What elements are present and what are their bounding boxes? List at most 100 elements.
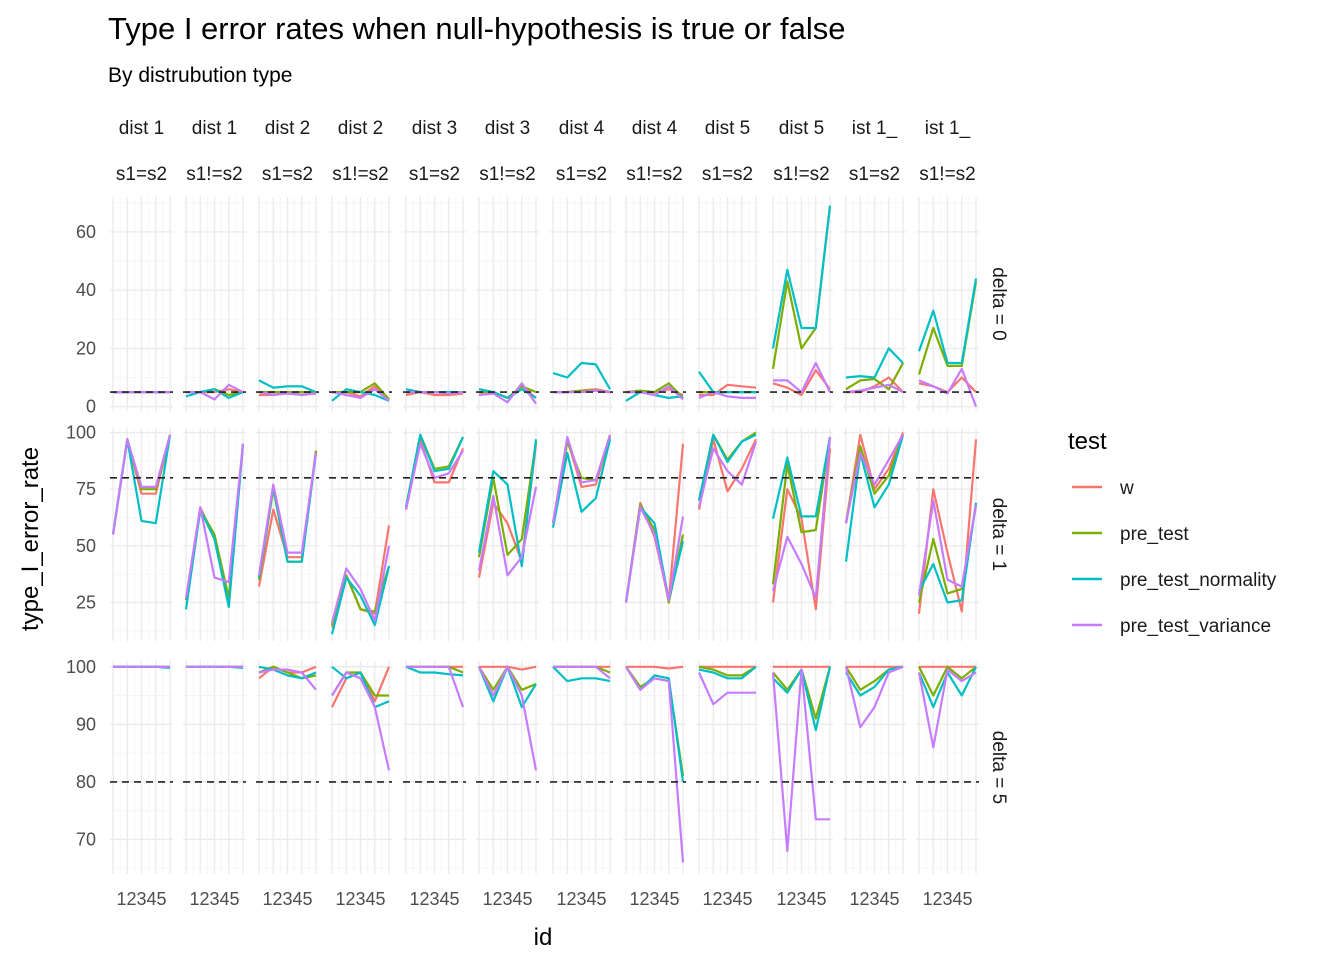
series-line-pre-test-normality [185, 388, 244, 399]
series-line-pre-test-variance [625, 666, 685, 863]
y-tick-label: 0 [86, 397, 96, 417]
y-tick-label: 60 [76, 222, 96, 242]
strip-variance-label: s1=s2 [409, 164, 460, 185]
column-strip: dist 5 s1!=s2 [773, 118, 830, 185]
facet-panel [476, 428, 539, 641]
strip-distribution-label: dist 3 [485, 118, 530, 139]
series-line-pre-test-normality [844, 434, 905, 562]
column-strip: dist 5 s1=s2 [702, 118, 753, 185]
series-line-pre-test-variance [698, 391, 756, 399]
facet-panel [329, 197, 392, 411]
series-line-pre-test-variance [257, 452, 318, 576]
chart-title: Type I error rates when null-hypothesis … [108, 11, 845, 46]
facet-panel [916, 661, 979, 874]
series-line-pre-test-normality [845, 347, 904, 379]
series-line-pre-test-normality [258, 379, 317, 394]
series-line-w [844, 432, 905, 524]
series-line-w [772, 369, 831, 397]
facet-panel [550, 197, 613, 411]
facet-panel [183, 428, 246, 641]
facet-panel [623, 428, 686, 641]
strip-variance-label: s1!=s2 [773, 164, 830, 185]
series-line-pre-test-variance [917, 668, 977, 749]
series-line-pre-test-variance [918, 367, 978, 407]
facet-panel [623, 197, 686, 411]
column-strip: ist 1_ s1!=s2 [919, 118, 976, 185]
chart-subtitle: By distrubution type [108, 64, 292, 87]
series-line-pre-test-variance [844, 665, 904, 729]
column-strip: dist 2 s1!=s2 [332, 118, 389, 185]
strip-distribution-label: dist 4 [559, 118, 605, 139]
legend-label: pre_test_normality [1120, 570, 1277, 591]
facet-panel [696, 197, 759, 411]
x-tick-label: 12345 [556, 889, 606, 909]
legend-label: pre_test_variance [1120, 616, 1271, 637]
series-line-pre-test [845, 362, 904, 391]
series-line-pre-test [771, 436, 832, 585]
facet-panel [256, 197, 319, 411]
y-axis-ticks: 0 20 40 60 25 50 75 100 70 80 90 100 [66, 222, 96, 850]
series-line-pre-test-variance [477, 486, 538, 577]
series-line-pre-test-normality [845, 665, 904, 697]
strip-distribution-label: dist 5 [779, 118, 824, 139]
strip-variance-label: s1!=s2 [479, 164, 536, 185]
legend-label: pre_test [1120, 524, 1189, 545]
facet-panel [256, 428, 319, 641]
strip-distribution-label: dist 5 [705, 118, 750, 139]
series-line-pre-test-variance [478, 665, 538, 771]
column-strip: dist 3 s1!=s2 [479, 118, 536, 185]
facet-panel [476, 197, 539, 411]
facet-panel [110, 428, 173, 641]
column-strip: ist 1_ s1=s2 [849, 118, 900, 185]
strip-distribution-label: dist 2 [338, 118, 383, 139]
column-strip: dist 1 s1!=s2 [186, 118, 243, 185]
column-strip: dist 4 s1!=s2 [626, 118, 683, 185]
strip-variance-label: s1!=s2 [332, 164, 389, 185]
column-strip: dist 1 s1=s2 [116, 118, 167, 185]
series-line-pre-test-variance [184, 443, 245, 599]
x-tick-label: 12345 [189, 889, 239, 909]
facet-panel [550, 661, 613, 874]
series-line-pre-test-normality [697, 433, 757, 501]
series-line-pre-test-variance [771, 437, 832, 600]
series-line-pre-test-normality [330, 565, 391, 635]
series-line-pre-test [918, 665, 977, 697]
facet-panel [403, 428, 466, 641]
facet-panel [183, 661, 246, 874]
column-strip: dist 3 s1=s2 [409, 118, 460, 185]
facet-panel [329, 428, 392, 641]
series-line-pre-test-normality [405, 665, 464, 677]
row-strip-label: delta = 0 [988, 267, 1009, 340]
series-line-w [626, 665, 684, 670]
y-tick-label: 50 [76, 536, 96, 556]
y-tick-label: 70 [76, 829, 96, 849]
facet-panel [550, 428, 613, 641]
x-axis-title: id [534, 924, 553, 951]
series-line-pre-test-normality [918, 502, 978, 604]
strip-variance-label: s1!=s2 [186, 164, 243, 185]
x-tick-label: 12345 [482, 889, 532, 909]
series-line-pre-test-normality [917, 278, 978, 365]
series-line-pre-test-variance [404, 442, 464, 510]
facet-panel [843, 197, 906, 411]
strip-variance-label: s1=s2 [849, 164, 900, 185]
series-line-pre-test [698, 665, 757, 677]
series-line-pre-test-variance [697, 441, 758, 508]
row-strip-label: delta = 5 [988, 731, 1009, 804]
strip-distribution-label: dist 3 [412, 118, 457, 139]
facet-panel [770, 661, 833, 874]
x-tick-label: 12345 [116, 889, 166, 909]
strip-variance-label: s1=s2 [116, 164, 167, 185]
x-axis-ticks: 12345 12345 12345 12345 12345 12345 12345 12345… [116, 889, 972, 909]
y-axis-title: type_I_error_rate [17, 447, 44, 631]
legend-title: test [1068, 428, 1107, 455]
strip-variance-label: s1=s2 [702, 164, 753, 185]
row-strips: delta = 0 delta = 1 delta = 5 [988, 267, 1009, 804]
series-line-pre-test-variance [553, 665, 611, 680]
y-tick-label: 100 [66, 657, 96, 677]
series-line-pre-test-variance [258, 391, 317, 397]
facet-panel [696, 428, 759, 641]
strip-variance-label: s1!=s2 [626, 164, 683, 185]
facet-panel [476, 661, 539, 874]
